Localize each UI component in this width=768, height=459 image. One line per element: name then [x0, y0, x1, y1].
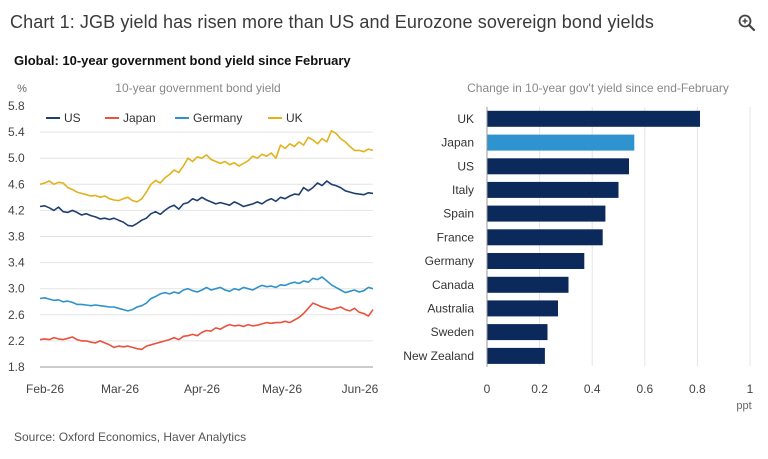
- x-tick-label: Feb-26: [26, 382, 64, 396]
- x-tick-label: Mar-26: [101, 382, 139, 396]
- bar-spain: [487, 205, 606, 222]
- x-tick-label: May-26: [262, 382, 302, 396]
- bar-us: [487, 158, 629, 175]
- y-tick-label: 4.2: [8, 203, 25, 217]
- y-tick-label: 3.0: [8, 282, 25, 296]
- y-tick-label: 3.4: [8, 256, 25, 270]
- series-line-uk: [39, 130, 374, 203]
- bar-category-label: Australia: [427, 301, 474, 315]
- bar-category-label: US: [457, 159, 474, 173]
- line-chart-title: 10-year government bond yield: [115, 81, 280, 95]
- y-tick-label: 5.0: [8, 151, 25, 165]
- y-tick-label: 3.8: [8, 230, 25, 244]
- bar-category-label: Canada: [432, 278, 474, 292]
- series-line-germany: [39, 276, 374, 312]
- bar-germany: [487, 253, 585, 269]
- source-note: Source: Oxford Economics, Haver Analytic…: [14, 430, 247, 444]
- y-tick-label: 5.8: [8, 99, 25, 113]
- bar-category-label: Italy: [452, 183, 474, 197]
- bar-category-label: Sweden: [431, 325, 474, 339]
- legend-label-us: US: [64, 111, 81, 125]
- x-tick-label: Apr-26: [184, 382, 220, 396]
- bar-australia: [487, 300, 558, 317]
- bar-x-tick-label: 0.6: [636, 382, 653, 396]
- bar-category-label: New Zealand: [403, 349, 474, 363]
- series-line-us: [39, 180, 374, 227]
- series-line-japan: [39, 302, 374, 351]
- bar-category-label: UK: [457, 112, 474, 126]
- bar-category-label: France: [437, 230, 475, 244]
- bar-x-tick-label: 1: [747, 382, 754, 396]
- bar-chart-title: Change in 10-year gov't yield since end-…: [467, 81, 729, 95]
- y-tick-label: 2.2: [8, 334, 25, 348]
- bar-x-axis-unit: ppt: [736, 400, 751, 412]
- bar-x-tick-label: 0: [484, 382, 491, 396]
- bar-x-tick-label: 0.2: [531, 382, 548, 396]
- legend-label-japan: Japan: [123, 111, 156, 125]
- bar-uk: [487, 110, 700, 127]
- legend-label-germany: Germany: [193, 111, 242, 125]
- bar-new-zealand: [487, 347, 545, 364]
- chart-subtitle: Global: 10-year government bond yield si…: [14, 53, 351, 68]
- chart-title: Chart 1: JGB yield has risen more than U…: [10, 12, 654, 32]
- y-axis-unit-label: %: [17, 83, 27, 95]
- y-tick-label: 5.4: [8, 125, 25, 139]
- y-tick-label: 1.8: [8, 360, 25, 374]
- bar-category-label: Germany: [425, 254, 474, 268]
- y-tick-label: 2.6: [8, 308, 25, 322]
- bar-japan: [487, 134, 635, 151]
- bar-x-tick-label: 0.4: [584, 382, 601, 396]
- bar-sweden: [487, 324, 548, 341]
- legend-label-uk: UK: [286, 111, 303, 125]
- x-tick-label: Jun-26: [342, 382, 379, 396]
- y-tick-label: 4.6: [8, 177, 25, 191]
- bar-category-label: Japan: [441, 136, 474, 150]
- bar-category-label: Spain: [443, 207, 474, 221]
- bar-france: [487, 229, 603, 246]
- bar-italy: [487, 181, 619, 198]
- bar-canada: [487, 276, 569, 293]
- bar-x-tick-label: 0.8: [689, 382, 706, 396]
- zoom-in-icon[interactable]: [737, 13, 757, 33]
